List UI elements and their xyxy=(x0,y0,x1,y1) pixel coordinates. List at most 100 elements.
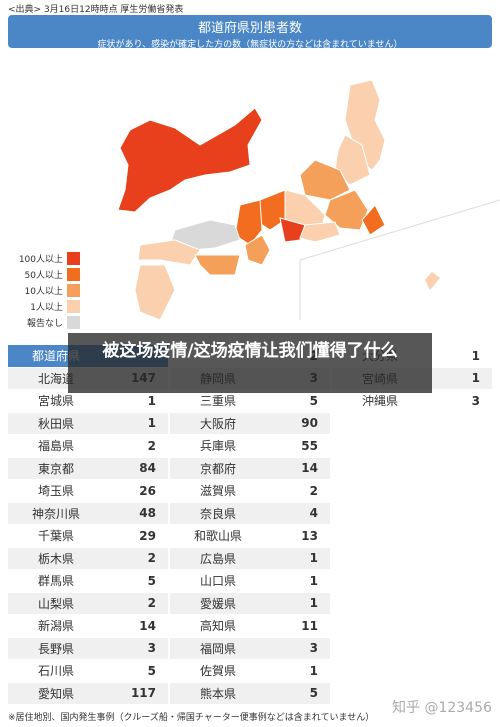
table-row: 沖縄県 3 xyxy=(332,390,492,413)
count: 26 xyxy=(139,483,156,498)
count: 2 xyxy=(147,551,156,566)
legend-item: 1人以上 xyxy=(8,298,80,314)
subtitle: 症状があり、感染が確定した方の数（無症状の方などは含まれていません） xyxy=(97,40,403,50)
count: 11 xyxy=(301,618,318,633)
table-row: 埼玉県 26 xyxy=(8,480,168,503)
count: 5 xyxy=(309,393,318,408)
prefecture: 熊本県 xyxy=(199,686,236,701)
count: 1 xyxy=(309,573,318,588)
prefecture: 和歌山県 xyxy=(193,529,242,544)
prefecture: 群馬県 xyxy=(37,574,74,589)
legend-swatch xyxy=(67,315,80,329)
title: 都道府県別患者数 xyxy=(197,21,302,36)
count: 2 xyxy=(309,483,318,498)
count: 1 xyxy=(309,663,318,678)
prefecture: 福島県 xyxy=(37,439,74,454)
prefecture: 千葉県 xyxy=(37,529,74,544)
prefecture: 佐賀県 xyxy=(199,664,236,679)
table-row: 愛知県 117 xyxy=(8,682,168,705)
legend-label: 50人以上 xyxy=(24,270,63,281)
prefecture: 兵庫県 xyxy=(199,439,236,454)
legend-swatch xyxy=(67,267,80,281)
count: 1 xyxy=(309,551,318,566)
prefecture: 北海道 xyxy=(37,371,74,386)
legend-label: 10人以上 xyxy=(24,286,63,297)
table-row: 京都府 14 xyxy=(170,457,330,480)
table-row: 熊本県 5 xyxy=(170,682,330,705)
prefecture: 埼玉県 xyxy=(37,484,74,499)
table-row: 宮城県 1 xyxy=(8,390,168,413)
header-cell: 都道府県 xyxy=(31,349,80,364)
prefecture: 宮城県 xyxy=(37,394,74,409)
count: 3 xyxy=(471,393,480,408)
table-column: 2静岡県3三重県5大阪府90兵庫県55京都府14滋賀県2奈良県4和歌山県13広島… xyxy=(170,345,330,705)
count: 5 xyxy=(309,686,318,701)
legend-swatch xyxy=(67,299,80,313)
table-row: 神奈川県 48 xyxy=(8,502,168,525)
table-row: 山口県 1 xyxy=(170,570,330,593)
prefecture: 三重県 xyxy=(199,394,236,409)
count: 117 xyxy=(130,686,156,701)
count: 48 xyxy=(139,506,156,521)
count: 1 xyxy=(147,416,156,431)
count: 4 xyxy=(309,506,318,521)
legend-item: 報告なし xyxy=(8,314,80,330)
prefecture: 栃木県 xyxy=(37,551,74,566)
map xyxy=(117,79,500,321)
table-row: 三重県 5 xyxy=(170,390,330,413)
prefecture: 奈良県 xyxy=(199,506,236,521)
prefecture: 大阪府 xyxy=(199,416,236,431)
count: 55 xyxy=(301,438,318,453)
count: 1 xyxy=(471,348,480,363)
count: 2 xyxy=(147,596,156,611)
table-row: 新潟県 14 xyxy=(8,615,168,638)
prefecture: 秋田県 xyxy=(37,416,74,431)
prefecture: 沖縄県 xyxy=(361,394,398,409)
prefecture: 高知県 xyxy=(199,619,236,634)
legend-swatch xyxy=(67,283,80,297)
table-row: 和歌山県 13 xyxy=(170,525,330,548)
prefecture: 京都府 xyxy=(199,461,236,476)
table-column: 都道府県北海道147宮城県1秋田県1福島県2東京都84埼玉県26神奈川県48千葉… xyxy=(8,345,168,705)
table-row: 東京都 84 xyxy=(8,457,168,480)
overlay-banner: 被这场疫情/这场疫情让我们懂得了什么 xyxy=(68,333,432,393)
watermark: 知乎 @123456 xyxy=(392,700,492,716)
legend-swatch xyxy=(67,251,80,265)
table-row: 石川県 5 xyxy=(8,660,168,683)
legend-label: 100人以上 xyxy=(18,254,63,265)
legend-item: 50人以上 xyxy=(8,266,80,282)
table-row: 高知県 11 xyxy=(170,615,330,638)
legend-label: 1人以上 xyxy=(30,302,63,313)
count: 5 xyxy=(147,573,156,588)
legend-item: 10人以上 xyxy=(8,282,80,298)
prefecture: 愛媛県 xyxy=(199,596,236,611)
table-row: 兵庫県 55 xyxy=(170,435,330,458)
table-row: 大阪府 90 xyxy=(170,412,330,435)
count: 13 xyxy=(301,528,318,543)
banner: 都道府県別患者数 症状があり、感染が確定した方の数（無症状の方などは含まれていま… xyxy=(8,15,492,50)
prefecture: 山口県 xyxy=(199,574,236,589)
table-row: 福島県 2 xyxy=(8,435,168,458)
prefecture: 長野県 xyxy=(37,641,74,656)
count: 90 xyxy=(301,416,318,431)
table-row: 栃木県 2 xyxy=(8,547,168,570)
prefecture: 石川県 xyxy=(37,664,74,679)
count: 1 xyxy=(471,371,480,386)
table-row: 広島県 1 xyxy=(170,547,330,570)
table-row: 山梨県 2 xyxy=(8,592,168,615)
count: 3 xyxy=(309,641,318,656)
count: 29 xyxy=(139,528,156,543)
count: 84 xyxy=(139,461,156,476)
legend-item: 100人以上 xyxy=(8,250,80,266)
table-row: 滋賀県 2 xyxy=(170,480,330,503)
count: 1 xyxy=(147,393,156,408)
count: 1 xyxy=(309,596,318,611)
prefecture: 愛知県 xyxy=(37,686,74,701)
table-row: 愛媛県 1 xyxy=(170,592,330,615)
prefecture: 新潟県 xyxy=(37,619,74,634)
prefecture: 滋賀県 xyxy=(199,484,236,499)
prefecture: 山梨県 xyxy=(37,596,74,611)
table-row: 奈良県 4 xyxy=(170,502,330,525)
legend: 100人以上 50人以上 10人以上 1人以上 報告なし xyxy=(8,250,80,330)
